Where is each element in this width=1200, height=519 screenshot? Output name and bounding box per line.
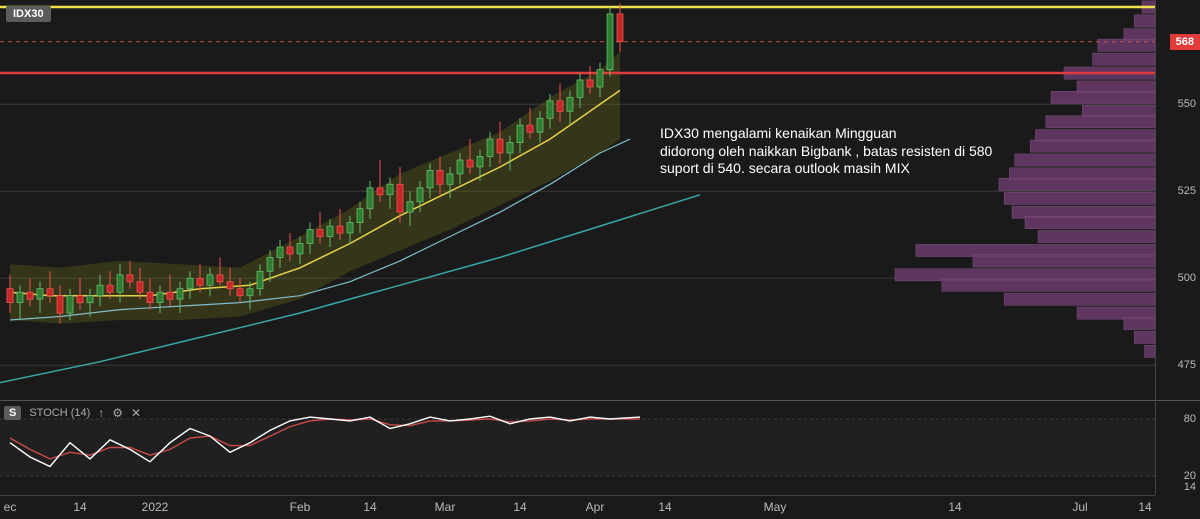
y-axis-corner-label: 14 xyxy=(1184,481,1196,493)
x-axis-label: 14 xyxy=(658,500,671,514)
x-axis-label: 14 xyxy=(948,500,961,514)
x-axis-label: ec xyxy=(4,500,17,514)
x-axis-label: 2022 xyxy=(142,500,169,514)
y-axis-sub: 14 20 80 xyxy=(1155,400,1200,495)
gear-icon[interactable]: ⚙ xyxy=(112,406,123,420)
x-axis-label: Mar xyxy=(435,500,456,514)
x-axis-label: 14 xyxy=(513,500,526,514)
main-price-panel[interactable] xyxy=(0,0,1155,400)
x-axis-label: May xyxy=(764,500,787,514)
indicator-short-badge: S xyxy=(4,406,21,420)
indicator-name-label: STOCH (14) xyxy=(29,407,90,419)
y-axis-sub-label: 80 xyxy=(1184,413,1196,425)
y-axis-label: 525 xyxy=(1178,185,1196,197)
indicator-header: S STOCH (14) ↑ ⚙ ✕ xyxy=(4,406,141,420)
panel-divider xyxy=(0,400,1200,401)
stochastic-panel[interactable] xyxy=(0,400,1155,495)
chart-root: IDX30 IDX30 mengalami kenaikan Mingguan … xyxy=(0,0,1200,519)
x-axis-label: 14 xyxy=(363,500,376,514)
x-axis: ec 14 2022 Feb 14 Mar 14 Apr 14 May 14 Jul 14 xyxy=(0,495,1155,519)
close-icon[interactable]: ✕ xyxy=(131,406,141,420)
y-axis-label: 550 xyxy=(1178,98,1196,110)
stoch-chart-svg xyxy=(0,400,1155,495)
x-axis-label: 14 xyxy=(73,500,86,514)
arrow-up-icon[interactable]: ↑ xyxy=(98,406,104,420)
x-axis-label: Apr xyxy=(586,500,605,514)
y-axis-label: 475 xyxy=(1178,359,1196,371)
ticker-badge[interactable]: IDX30 xyxy=(6,6,51,22)
x-axis-label: Jul xyxy=(1072,500,1087,514)
y-axis-label: 500 xyxy=(1178,272,1196,284)
last-price-flag: 568 xyxy=(1170,34,1200,50)
main-chart-svg xyxy=(0,0,1155,400)
x-axis-label: Feb xyxy=(290,500,311,514)
y-axis-main: 475 500 525 550 568 xyxy=(1155,0,1200,400)
y-axis-sub-label: 20 xyxy=(1184,470,1196,482)
x-axis-label: 14 xyxy=(1138,500,1151,514)
